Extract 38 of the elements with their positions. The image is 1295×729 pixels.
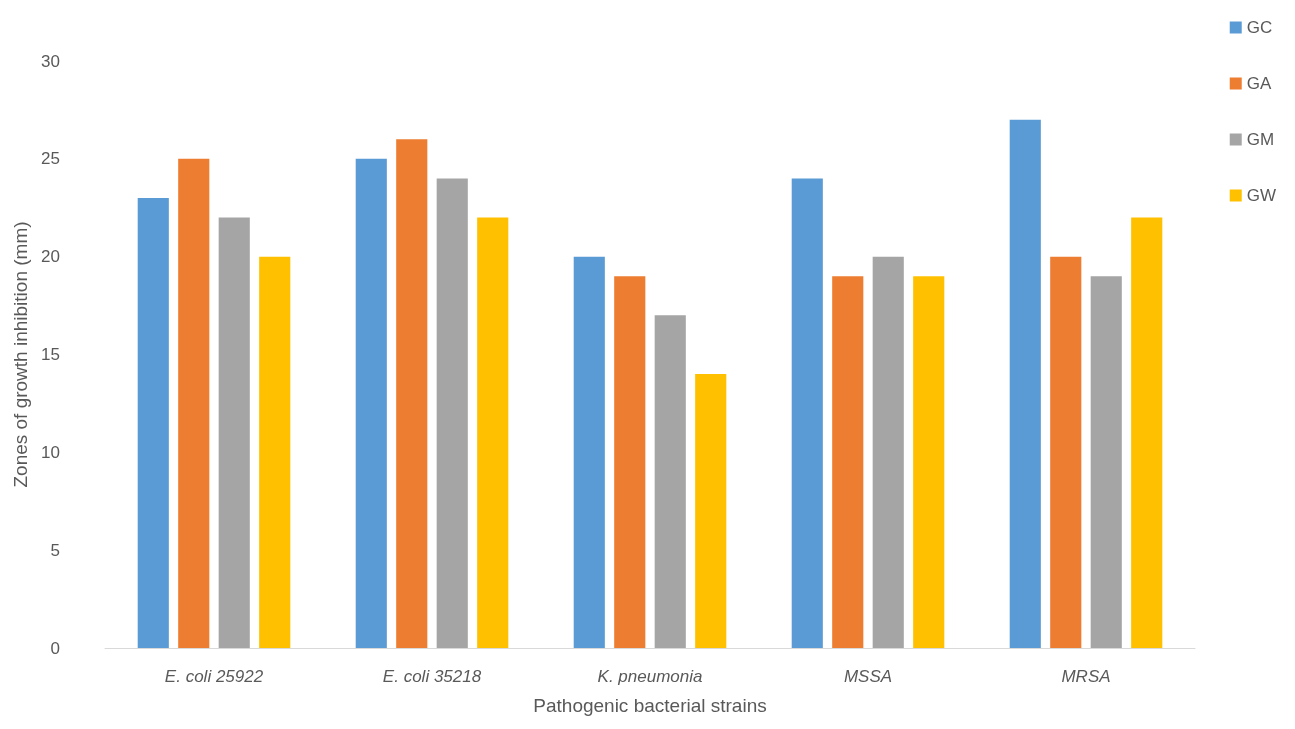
y-axis-title: Zones of growth inhibition (mm) bbox=[10, 221, 32, 488]
bar bbox=[654, 315, 686, 648]
bar bbox=[832, 276, 864, 648]
legend-label: GC bbox=[1246, 18, 1273, 37]
bar bbox=[1009, 119, 1041, 648]
bar bbox=[477, 217, 509, 648]
bar bbox=[355, 158, 387, 648]
bar bbox=[913, 276, 945, 648]
bar bbox=[614, 276, 646, 648]
bar bbox=[872, 256, 904, 648]
x-tick-label: MSSA bbox=[843, 667, 893, 686]
bar bbox=[1050, 256, 1082, 648]
bar bbox=[1131, 217, 1163, 648]
bar bbox=[396, 139, 428, 648]
legend-label: GM bbox=[1246, 130, 1275, 149]
x-axis-title: Pathogenic bacterial strains bbox=[533, 695, 767, 716]
y-tick-label: 10 bbox=[41, 442, 60, 462]
x-tick-label: E. coli 35218 bbox=[382, 667, 482, 686]
x-tick-label: E. coli 25922 bbox=[164, 667, 264, 686]
legend-label: GA bbox=[1246, 74, 1272, 93]
y-tick-label: 30 bbox=[41, 51, 60, 71]
bar bbox=[436, 178, 468, 648]
bar bbox=[178, 158, 210, 648]
bar bbox=[695, 374, 727, 648]
bar bbox=[791, 178, 823, 648]
legend-label: GW bbox=[1246, 186, 1277, 205]
y-tick-label: 15 bbox=[41, 345, 60, 364]
x-tick-label: MRSA bbox=[1061, 667, 1111, 686]
bar bbox=[137, 197, 169, 648]
y-tick-label: 20 bbox=[41, 247, 60, 267]
y-tick-label: 0 bbox=[50, 638, 60, 658]
bar bbox=[573, 256, 605, 648]
x-tick-label: K. pneumonia bbox=[597, 667, 703, 686]
bar bbox=[259, 256, 291, 648]
y-tick-label: 5 bbox=[50, 540, 60, 560]
bar bbox=[1090, 276, 1122, 648]
y-tick-label: 25 bbox=[41, 149, 60, 169]
bar bbox=[218, 217, 250, 648]
